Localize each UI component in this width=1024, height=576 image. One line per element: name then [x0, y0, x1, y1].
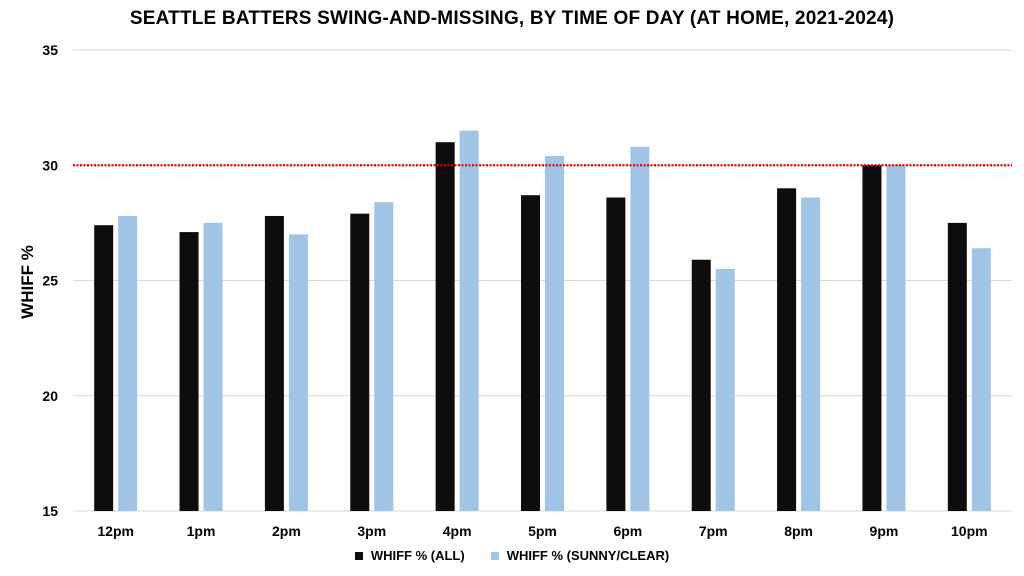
- x-tick-label: 3pm: [357, 523, 386, 539]
- legend-label-sunny: WHIFF % (SUNNY/CLEAR): [506, 548, 670, 563]
- bars: [94, 130, 991, 512]
- x-tick-label: 4pm: [443, 523, 472, 539]
- x-tick-label: 2pm: [272, 523, 301, 539]
- legend-item-sunny: WHIFF % (SUNNY/CLEAR): [490, 548, 670, 563]
- y-tick-label: 20: [42, 388, 58, 404]
- bar-sunny: [545, 156, 564, 511]
- y-axis-title: WHIFF %: [18, 245, 37, 319]
- bar-sunny: [459, 130, 479, 512]
- y-tick-label: 15: [42, 503, 58, 519]
- bar-sunny: [971, 248, 991, 512]
- bar-sunny: [715, 268, 735, 511]
- bar-sunny: [801, 197, 821, 511]
- bar-all: [862, 165, 882, 511]
- legend: WHIFF % (ALL) WHIFF % (SUNNY/CLEAR): [0, 548, 1024, 563]
- x-tick-label: 10pm: [951, 523, 988, 539]
- bar-all: [179, 232, 199, 511]
- bar-all: [606, 197, 626, 511]
- y-tick-label: 25: [42, 273, 58, 289]
- legend-swatch-sunny: [490, 551, 499, 560]
- chart-title: SEATTLE BATTERS SWING-AND-MISSING, BY TI…: [129, 8, 895, 29]
- x-tick-label: 8pm: [784, 523, 813, 539]
- y-axis-ticks: 15 20 25 30 35: [42, 42, 58, 519]
- y-tick-label: 35: [42, 42, 58, 58]
- x-tick-label: 6pm: [613, 523, 642, 539]
- bar-sunny: [886, 165, 906, 511]
- bar-sunny: [288, 234, 308, 511]
- bar-all: [691, 259, 711, 511]
- x-tick-label: 1pm: [187, 523, 216, 539]
- bar-sunny: [630, 146, 650, 511]
- bar-all: [350, 213, 370, 511]
- x-tick-label: 9pm: [870, 523, 899, 539]
- x-axis-ticks: 12pm 1pm 2pm 3pm 4pm 5pm 6pm 7pm 8pm 9pm 10pm: [97, 523, 987, 539]
- x-tick-label: 7pm: [699, 523, 728, 539]
- bar-all: [521, 195, 540, 511]
- bar-all: [435, 142, 455, 511]
- bar-all: [777, 188, 797, 512]
- y-tick-label: 30: [42, 157, 58, 173]
- bar-sunny: [374, 202, 394, 511]
- bar-all: [94, 225, 114, 511]
- legend-label-all: WHIFF % (ALL): [370, 548, 465, 563]
- legend-item-all: WHIFF % (ALL): [354, 548, 465, 563]
- x-tick-label: 12pm: [97, 523, 134, 539]
- legend-swatch-all: [354, 551, 363, 560]
- bar-sunny: [203, 222, 223, 511]
- bar-all: [947, 222, 967, 511]
- bar-all: [264, 215, 284, 511]
- bar-sunny: [118, 215, 138, 511]
- x-tick-label: 5pm: [528, 523, 557, 539]
